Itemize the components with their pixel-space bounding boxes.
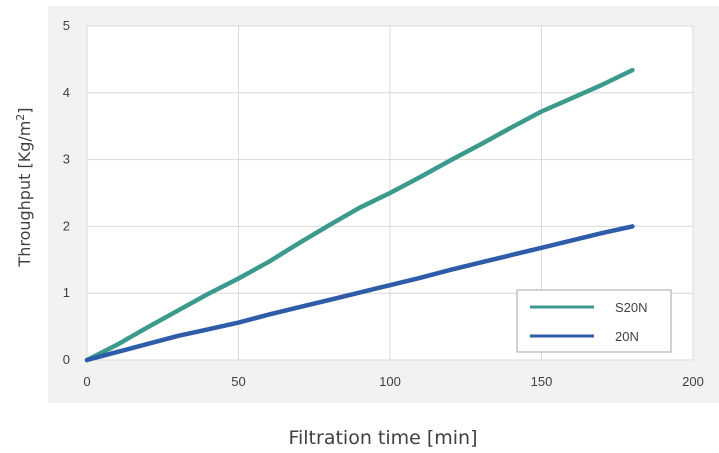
legend: S20N 20N xyxy=(516,289,672,353)
y-tick-label: 5 xyxy=(63,18,70,33)
x-axis-title: Filtration time [min] xyxy=(288,427,477,449)
y-axis-title-main: Throughput [Kg/m xyxy=(15,121,34,268)
y-tick-label: 4 xyxy=(63,85,70,100)
x-tick-label: 50 xyxy=(231,374,245,389)
x-tick-labels: 0 50 100 150 200 xyxy=(83,374,703,389)
legend-box xyxy=(516,289,672,353)
y-tick-label: 1 xyxy=(63,285,70,300)
y-tick-label: 0 xyxy=(63,352,70,367)
x-tick-label: 100 xyxy=(379,374,401,389)
series-line-s20n xyxy=(84,67,635,363)
y-tick-label: 2 xyxy=(63,218,70,233)
series-lines xyxy=(84,67,635,363)
legend-label-s20n: S20N xyxy=(615,300,648,315)
y-tick-labels: 0 1 2 3 4 5 xyxy=(63,18,70,367)
y-axis-title-superscript: 2 xyxy=(14,114,27,121)
x-tick-label: 150 xyxy=(531,374,553,389)
y-axis-title-suffix: ] xyxy=(15,107,34,113)
y-axis-title: Throughput [Kg/m2] xyxy=(14,107,34,267)
x-tick-label: 0 xyxy=(83,374,90,389)
legend-label-20n: 20N xyxy=(615,329,639,344)
y-tick-label: 3 xyxy=(63,152,70,167)
series-line-20n xyxy=(84,224,635,363)
x-tick-label: 200 xyxy=(682,374,704,389)
